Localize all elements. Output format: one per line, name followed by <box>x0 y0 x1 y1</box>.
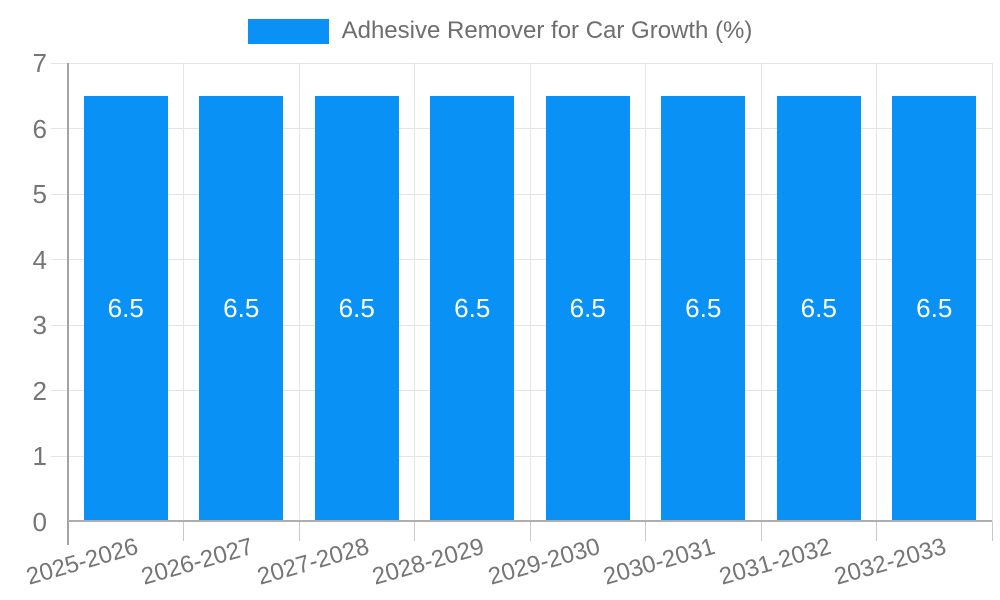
x-axis-tick <box>529 522 531 541</box>
y-axis-label: 6 <box>32 113 47 144</box>
x-axis-tick <box>760 522 762 541</box>
x-gridline <box>645 63 646 522</box>
x-axis-tick <box>414 522 415 541</box>
y-axis-label: 4 <box>32 244 47 275</box>
bar[interactable]: 6.5 <box>661 95 746 522</box>
x-axis-tick <box>876 522 877 541</box>
x-gridline <box>991 63 993 522</box>
y-gridline <box>51 128 992 130</box>
y-axis-label: 7 <box>32 48 47 78</box>
bar[interactable]: 6.5 <box>545 95 630 522</box>
legend-label: Adhesive Remover for Car Growth (%) <box>341 17 753 44</box>
x-axis-tick <box>183 522 184 541</box>
y-axis-label: 2 <box>32 375 47 406</box>
y-gridline <box>51 455 992 457</box>
x-baseline <box>68 520 992 522</box>
x-gridline <box>298 63 300 522</box>
bar[interactable]: 6.5 <box>430 95 515 522</box>
bar-value-label: 6.5 <box>454 293 491 324</box>
legend-swatch <box>247 18 329 44</box>
bar[interactable]: 6.5 <box>776 95 861 522</box>
y-gridline <box>51 390 992 392</box>
x-axis-tick <box>645 522 646 541</box>
x-gridline <box>183 63 184 522</box>
bar-value-label: 6.5 <box>916 293 953 324</box>
y-axis-label: 5 <box>32 179 47 210</box>
bar-value-label: 6.5 <box>800 293 837 324</box>
legend: Adhesive Remover for Car Growth (%) <box>0 17 1000 45</box>
x-axis-tick <box>991 522 993 541</box>
y-gridline <box>51 62 992 64</box>
bar-value-label: 6.5 <box>107 293 144 324</box>
x-axis-tick <box>298 522 300 541</box>
bar-value-label: 6.5 <box>338 293 375 324</box>
y-axis-label: 3 <box>32 310 47 341</box>
bar[interactable]: 6.5 <box>83 95 168 522</box>
bar-value-label: 6.5 <box>685 293 722 324</box>
y-gridline <box>51 193 992 195</box>
y-gridline <box>51 324 992 326</box>
chart-plot-area: 6.5 6.5 6.5 6.5 6.5 6.5 6.5 6.5 <box>51 62 993 545</box>
bar[interactable]: 6.5 <box>199 95 284 522</box>
y-axis-line <box>67 63 69 545</box>
bar-value-label: 6.5 <box>569 293 606 324</box>
bar[interactable]: 6.5 <box>314 95 399 522</box>
bar[interactable]: 6.5 <box>892 95 977 522</box>
y-axis-label: 1 <box>32 441 47 472</box>
y-axis-label: 0 <box>32 507 47 537</box>
x-gridline <box>760 63 762 522</box>
bar-value-label: 6.5 <box>223 293 260 324</box>
x-gridline <box>414 63 415 522</box>
x-gridline <box>529 63 531 522</box>
x-gridline <box>876 63 877 522</box>
y-gridline <box>51 259 992 261</box>
